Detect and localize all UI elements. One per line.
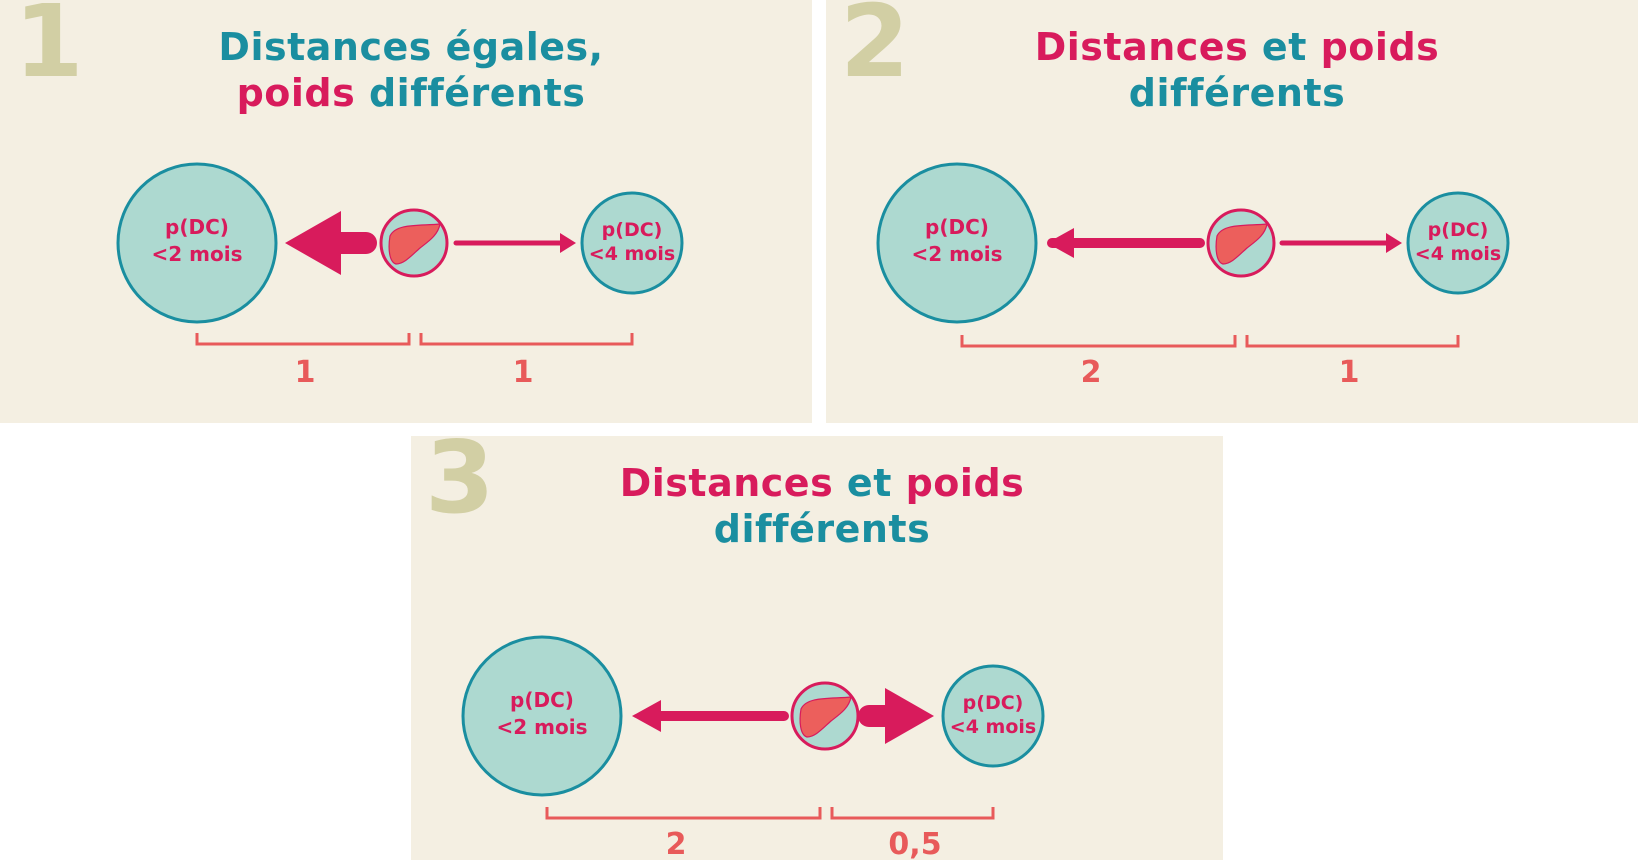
bracket-right xyxy=(830,807,995,820)
liver-icon xyxy=(388,223,441,265)
right-circle-label-line2: <4 mois xyxy=(1415,243,1501,265)
bracket-left xyxy=(195,333,411,346)
title-segment: et xyxy=(833,461,906,505)
title-line-1: Distances et poids xyxy=(836,24,1638,70)
title-segment: Distances xyxy=(1034,25,1249,69)
title-line-2: différents xyxy=(836,70,1638,116)
balance-diagram: p(DC) <2 mois p(DC) <4 mois 2 1 xyxy=(876,162,1510,390)
left-arrow-head xyxy=(285,211,341,275)
title-segment: différents xyxy=(713,507,931,551)
title-line-1: Distances et poids xyxy=(421,460,1223,506)
left-arrow-head xyxy=(1047,228,1074,258)
panel-number: 1 xyxy=(14,0,84,100)
left-circle-label-line1: p(DC) xyxy=(165,215,229,239)
title-segment: et xyxy=(1248,25,1321,69)
panel-number: 2 xyxy=(840,0,910,100)
right-circle-label-line1: p(DC) xyxy=(1428,219,1489,241)
distance-left-label: 2 xyxy=(1081,355,1102,390)
balance-diagram: p(DC) <2 mois p(DC) <4 mois 1 1 xyxy=(116,162,684,390)
right-circle xyxy=(1406,191,1510,295)
left-circle xyxy=(116,162,278,324)
right-circle-label-line2: <4 mois xyxy=(950,716,1036,738)
right-arrow-head xyxy=(885,688,934,744)
title-segment: poids xyxy=(236,71,356,115)
liver-icon xyxy=(1215,223,1268,265)
panel-title: Distances et poids différents xyxy=(421,460,1223,552)
panel-3: 3 Distances et poids différents p(DC) <2… xyxy=(411,436,1223,860)
right-arrow-head xyxy=(560,233,576,253)
title-segment: Distances égales, xyxy=(218,25,604,69)
title-segment: différents xyxy=(355,71,586,115)
title-segment: différents xyxy=(1128,71,1346,115)
panel-number: 3 xyxy=(425,436,495,536)
right-arrow-head xyxy=(1386,233,1402,253)
right-circle xyxy=(941,664,1045,768)
distance-right-label: 1 xyxy=(513,355,534,390)
balance-diagram: p(DC) <2 mois p(DC) <4 mois 2 0,5 xyxy=(461,635,1045,860)
right-circle-label-line2: <4 mois xyxy=(589,243,675,265)
title-line-1: Distances égales, xyxy=(10,24,812,70)
panel-1: 1 Distances égales, poids différents p(D… xyxy=(0,0,812,423)
panel-2: 2 Distances et poids différents p(DC) <2… xyxy=(826,0,1638,423)
title-segment: poids xyxy=(905,461,1025,505)
liver-icon xyxy=(799,696,852,738)
left-circle-label-line1: p(DC) xyxy=(510,688,574,712)
title-line-2: différents xyxy=(421,506,1223,552)
right-circle xyxy=(580,191,684,295)
bracket-right xyxy=(1245,335,1460,348)
distance-left-label: 1 xyxy=(295,355,316,390)
panel-title: Distances égales, poids différents xyxy=(10,24,812,116)
left-circle-label-line1: p(DC) xyxy=(925,215,989,239)
right-circle-label-line1: p(DC) xyxy=(602,219,663,241)
left-arrow-head xyxy=(632,700,661,732)
bracket-left xyxy=(960,335,1237,348)
panel-title: Distances et poids différents xyxy=(836,24,1638,116)
bracket-left xyxy=(545,807,822,820)
bracket-right xyxy=(419,333,634,346)
right-circle-label-line1: p(DC) xyxy=(963,692,1024,714)
left-circle xyxy=(876,162,1038,324)
title-line-2: poids différents xyxy=(10,70,812,116)
distance-right-label: 0,5 xyxy=(888,827,941,860)
left-circle-label-line2: <2 mois xyxy=(912,242,1003,266)
title-segment: poids xyxy=(1320,25,1440,69)
left-circle xyxy=(461,635,623,797)
title-segment: Distances xyxy=(619,461,834,505)
distance-left-label: 2 xyxy=(666,827,687,860)
distance-right-label: 1 xyxy=(1339,355,1360,390)
left-circle-label-line2: <2 mois xyxy=(152,242,243,266)
left-circle-label-line2: <2 mois xyxy=(497,715,588,739)
